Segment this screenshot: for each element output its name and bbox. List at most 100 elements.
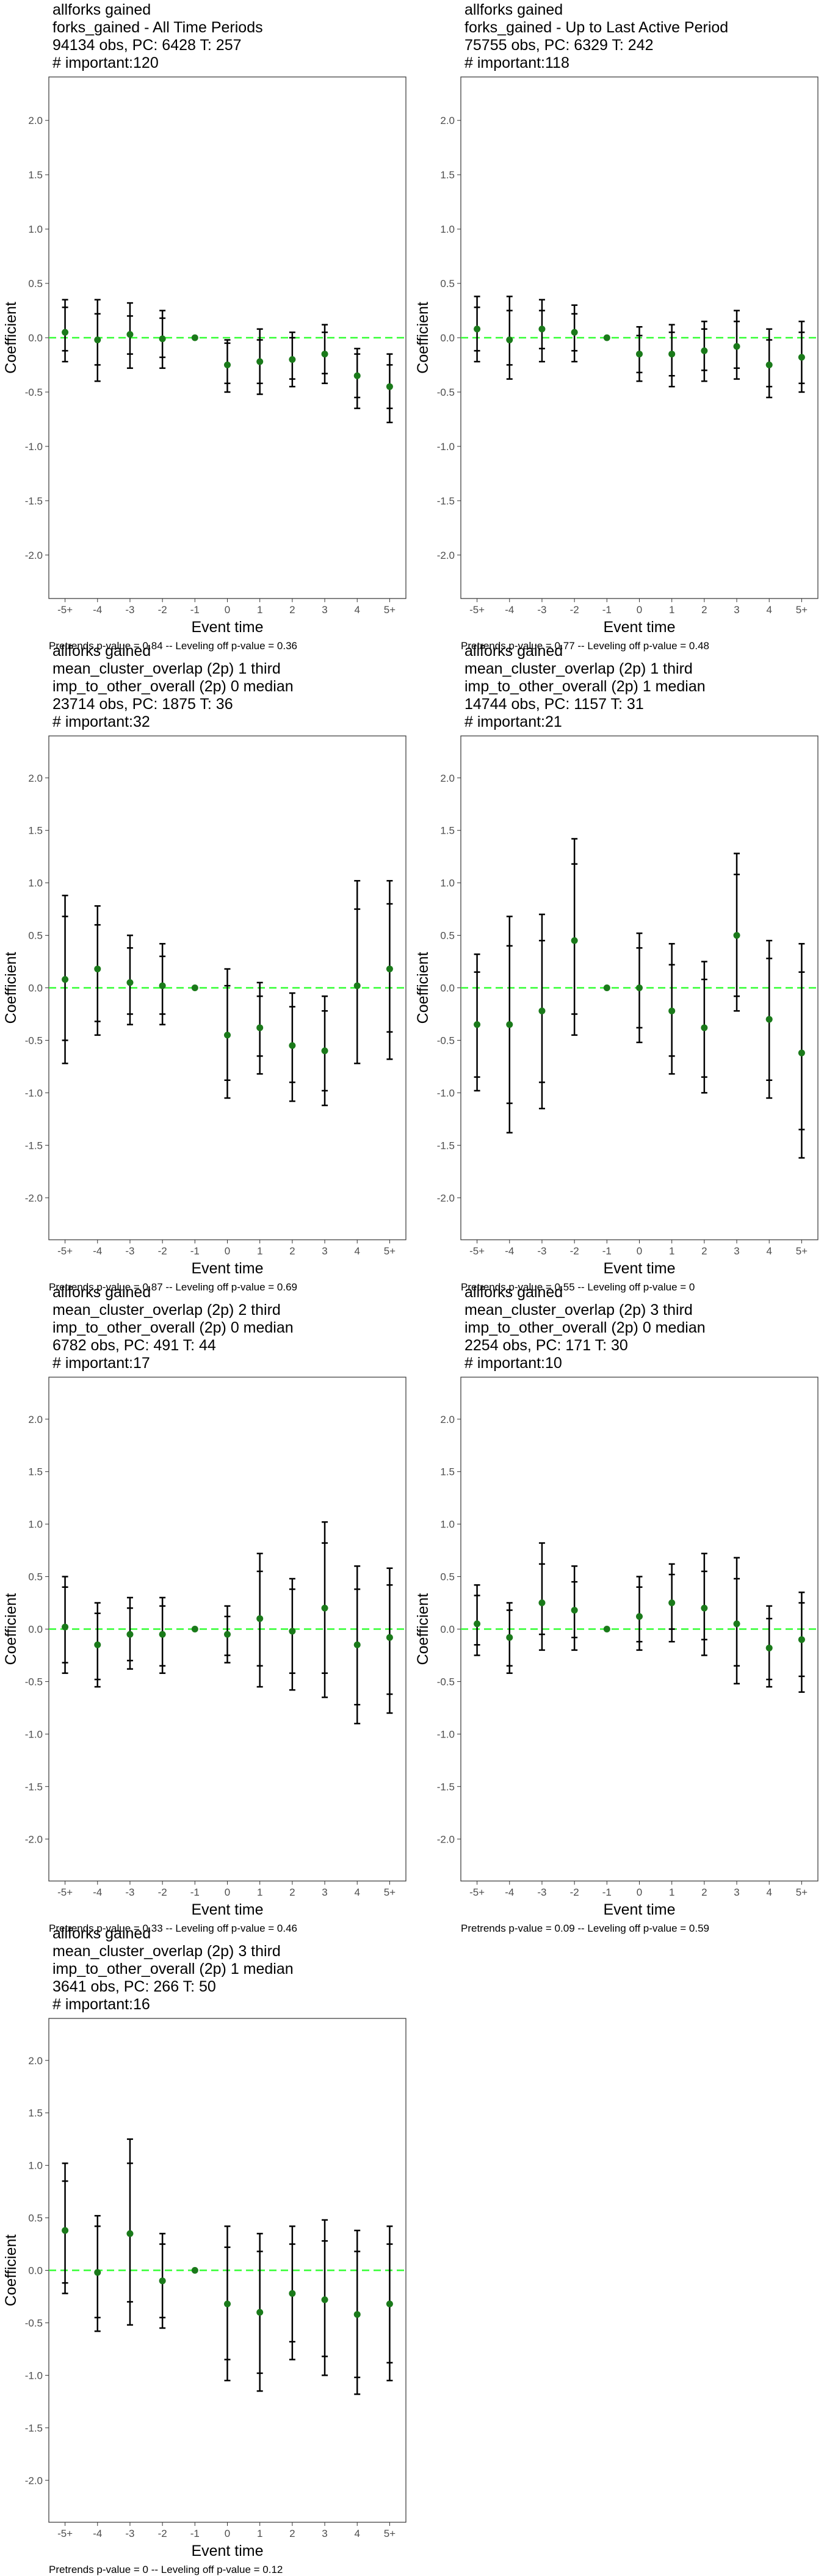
x-tick-label: 1: [257, 604, 262, 616]
x-tick-label: 3: [734, 1245, 739, 1257]
coefficient-point: [256, 358, 264, 365]
y-tick-label: 0.5: [28, 278, 43, 289]
y-tick-label: -0.5: [25, 1676, 43, 1687]
y-tick-label: 0.0: [28, 2265, 43, 2277]
y-tick-label: -1.0: [437, 1087, 455, 1099]
y-tick-label: 0.5: [28, 2213, 43, 2224]
x-tick-label: -1: [602, 1887, 612, 1898]
y-tick-label: -1.0: [25, 441, 43, 453]
x-axis-title: Event time: [191, 619, 263, 636]
coefficient-point: [474, 1021, 481, 1028]
chart-title-line: forks_gained - Up to Last Active Period: [464, 19, 729, 36]
chart-title-line: imp_to_other_overall (2p) 0 median: [52, 1319, 294, 1336]
y-tick-label: 0.5: [28, 930, 43, 942]
p-value-caption: Pretrends p-value = 0.84 -- Leveling off…: [49, 640, 297, 652]
coefficient-point: [289, 2290, 296, 2297]
coefficient-point: [733, 1620, 740, 1628]
x-tick-label: 4: [766, 604, 772, 616]
chart-title-line: # important:10: [464, 1355, 562, 1372]
coefficient-point: [224, 361, 231, 368]
chart-panel: -2.0 -1.5 -1.0 -0.5 0.0 0.5 1.0 1.5 2.0 -5+ -4 -3 -2…: [412, 641, 824, 1293]
chart-title-line: imp_to_other_overall (2p) 1 median: [464, 678, 706, 695]
y-tick-label: 2.0: [28, 773, 43, 784]
x-tick-label: -5+: [469, 1245, 485, 1257]
y-tick-label: 1.0: [28, 1519, 43, 1530]
x-tick-label: -1: [602, 604, 612, 616]
y-tick-label: 0.0: [440, 1624, 455, 1635]
y-tick-label: 0.5: [440, 278, 455, 289]
coefficient-plot: -2.0 -1.5 -1.0 -0.5 0.0 0.5 1.0 1.5 2.0 -5+ -4 -3 -2…: [2, 2018, 407, 2560]
x-tick-label: -5+: [57, 604, 73, 616]
coefficient-point: [701, 347, 708, 354]
y-tick-label: -0.5: [25, 1035, 43, 1046]
coefficient-point: [668, 1007, 676, 1014]
x-tick-label: 0: [225, 604, 230, 616]
y-tick-label: -1.5: [437, 1781, 455, 1792]
y-tick-label: 1.0: [440, 878, 455, 889]
coefficient-point: [289, 1628, 296, 1635]
coefficient-plot: -2.0 -1.5 -1.0 -0.5 0.0 0.5 1.0 1.5 2.0 -5+ -4 -3 -2…: [2, 76, 407, 636]
y-tick-label: 0.0: [440, 332, 455, 344]
x-tick-label: 2: [289, 604, 295, 616]
chart-title-line: # important:21: [464, 713, 562, 730]
chart-title-line: imp_to_other_overall (2p) 0 median: [464, 1319, 706, 1336]
coefficient-point: [321, 1047, 328, 1055]
y-tick-label: 1.5: [440, 169, 455, 181]
p-value-caption: Pretrends p-value = 0.09 -- Leveling off…: [461, 1923, 709, 1934]
chart-title-line: 14744 obs, PC: 1157 T: 31: [464, 696, 644, 713]
y-tick-label: -1.0: [437, 1728, 455, 1740]
coefficient-point: [636, 1613, 643, 1620]
coefficient-point: [603, 334, 610, 341]
coefficient-point: [94, 1641, 101, 1648]
coefficient-point: [256, 2309, 264, 2316]
y-axis-title: Coefficient: [2, 302, 20, 374]
chart-title-line: allforks gained: [52, 642, 151, 660]
y-tick-label: 1.0: [28, 2160, 43, 2172]
y-tick-label: 1.5: [28, 2108, 43, 2119]
x-tick-label: 5+: [384, 604, 396, 616]
coefficient-point: [386, 966, 393, 973]
chart-title-line: # important:16: [52, 1996, 150, 2013]
chart-title-line: 94134 obs, PC: 6428 T: 257: [52, 37, 242, 54]
chart-title-line: 23714 obs, PC: 1875 T: 36: [52, 696, 233, 713]
coefficient-point: [256, 1024, 264, 1031]
chart-title: allforks gained forks_gained - Up to Last…: [464, 1, 728, 72]
x-tick-label: -5+: [469, 1887, 485, 1898]
chart-title-line: 2254 obs, PC: 171 T: 30: [464, 1337, 628, 1354]
coefficient-point: [159, 982, 166, 989]
x-tick-label: 3: [322, 1887, 327, 1898]
y-tick-label: -1.0: [25, 1087, 43, 1099]
x-tick-label: 2: [289, 1245, 295, 1257]
x-axis-title: Event time: [603, 619, 675, 636]
coefficient-point: [159, 1631, 166, 1638]
y-tick-label: -1.5: [437, 1140, 455, 1151]
coefficient-point: [571, 937, 578, 944]
y-tick-label: -1.0: [437, 441, 455, 453]
y-tick-label: 2.0: [440, 773, 455, 784]
coefficient-point: [159, 335, 166, 343]
y-tick-label: 2.0: [28, 2055, 43, 2067]
coefficient-point: [191, 334, 198, 341]
coefficient-point: [506, 337, 513, 344]
x-tick-label: 5+: [384, 1245, 396, 1257]
coefficient-point: [733, 343, 740, 350]
coefficient-point: [733, 932, 740, 939]
y-tick-label: -1.5: [437, 495, 455, 507]
x-tick-label: 3: [322, 604, 327, 616]
x-tick-label: -5+: [469, 604, 485, 616]
chart-title-line: allforks gained: [52, 1, 151, 18]
coefficient-point: [386, 2301, 393, 2307]
coefficient-point: [474, 326, 481, 333]
chart-title-line: mean_cluster_overlap (2p) 3 third: [464, 1301, 693, 1319]
x-tick-label: -1: [190, 2528, 200, 2539]
coefficient-point: [798, 354, 805, 361]
coefficient-plot: -2.0 -1.5 -1.0 -0.5 0.0 0.5 1.0 1.5 2.0 -5+ -4 -3 -2…: [2, 1377, 407, 1918]
chart-title-line: 3641 obs, PC: 266 T: 50: [52, 1978, 216, 1995]
coefficient-point: [94, 2269, 101, 2276]
coefficient-point: [289, 356, 296, 363]
chart-title: allforks gained forks_gained - All Time P…: [52, 1, 263, 72]
x-tick-label: -3: [125, 604, 134, 616]
coefficient-point: [224, 1031, 231, 1039]
coefficient-point: [126, 1631, 134, 1638]
chart-panel: -2.0 -1.5 -1.0 -0.5 0.0 0.5 1.0 1.5 2.0 -5+ -4 -3 -2…: [0, 1283, 412, 1934]
